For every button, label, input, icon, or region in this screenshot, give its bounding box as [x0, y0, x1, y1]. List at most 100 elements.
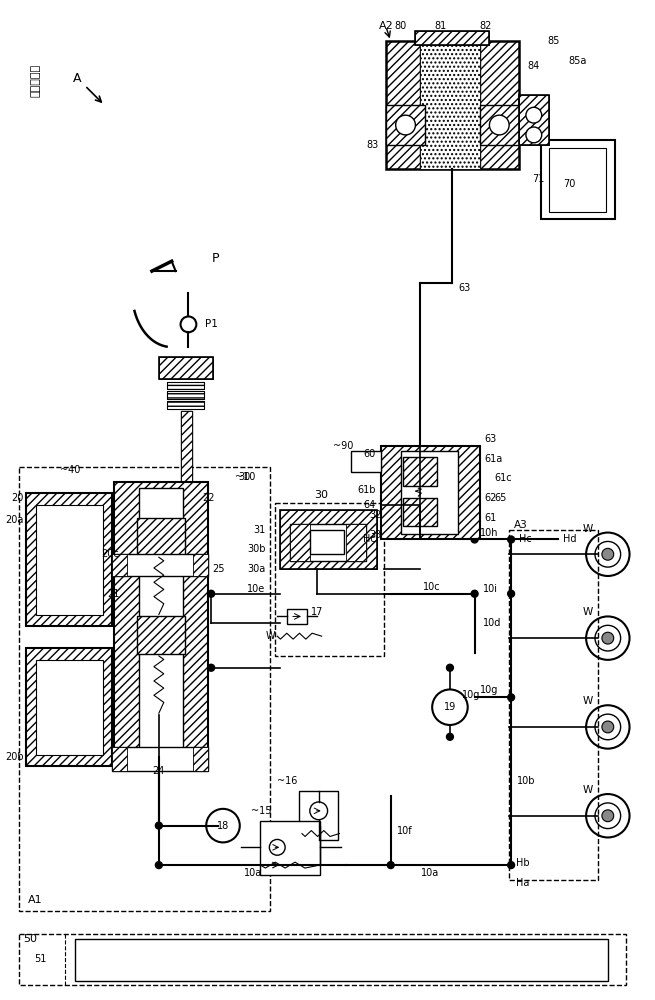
Text: 10b: 10b [517, 776, 536, 786]
Bar [287, 609, 307, 624]
Text: 32: 32 [369, 510, 382, 520]
Bar [386, 105, 425, 145]
Bar [35, 505, 103, 615]
Bar [479, 105, 519, 145]
Bar [403, 498, 437, 526]
Text: 85: 85 [548, 36, 560, 46]
Bar [139, 488, 183, 762]
Bar [113, 554, 127, 576]
Text: 18: 18 [217, 821, 229, 831]
Bar [290, 524, 366, 561]
Text: A2: A2 [379, 21, 393, 31]
Bar [167, 391, 204, 399]
Bar [290, 524, 310, 561]
Text: 31: 31 [253, 525, 265, 535]
Text: 63: 63 [458, 283, 471, 293]
Bar [75, 939, 608, 981]
Circle shape [447, 664, 453, 671]
Circle shape [602, 721, 614, 733]
Text: 63: 63 [485, 434, 496, 444]
Bar [181, 411, 193, 500]
Bar [19, 934, 626, 985]
Text: 10a: 10a [244, 868, 262, 878]
Text: W: W [583, 524, 593, 534]
Bar [26, 493, 113, 626]
Bar [401, 451, 458, 534]
Text: 19: 19 [444, 702, 456, 712]
Circle shape [447, 733, 453, 740]
Text: Hc: Hc [519, 534, 532, 544]
Bar [403, 457, 437, 486]
Text: ~90: ~90 [333, 441, 354, 451]
Bar [479, 105, 519, 145]
Text: 61c: 61c [495, 473, 512, 483]
Text: 25: 25 [212, 564, 224, 574]
Text: 10g: 10g [462, 690, 480, 700]
Bar [275, 503, 384, 656]
Bar [299, 791, 339, 840]
Circle shape [471, 536, 478, 543]
Bar [415, 31, 489, 45]
Text: 51: 51 [34, 954, 47, 964]
Bar [403, 498, 437, 526]
Text: 83: 83 [367, 140, 379, 150]
Bar [351, 451, 381, 472]
Bar [167, 382, 204, 389]
Text: 10a: 10a [421, 868, 440, 878]
Text: Hc: Hc [363, 534, 376, 544]
Circle shape [181, 316, 196, 332]
Bar [167, 391, 204, 399]
Text: ~15: ~15 [251, 806, 271, 816]
Bar [381, 446, 479, 539]
Text: W: W [583, 607, 593, 617]
Bar [519, 95, 549, 145]
Bar [159, 357, 213, 379]
Bar [549, 148, 606, 212]
Text: 33: 33 [370, 530, 382, 540]
Bar [280, 510, 377, 569]
Text: 20a: 20a [5, 515, 24, 525]
Bar [115, 482, 208, 768]
Bar [261, 821, 320, 875]
Text: 24: 24 [153, 766, 165, 776]
Text: （起动時）: （起动時） [31, 64, 41, 97]
Bar [137, 518, 185, 555]
Bar [113, 747, 127, 771]
Text: 65: 65 [495, 493, 507, 503]
Text: ~40: ~40 [60, 465, 80, 475]
Text: 17: 17 [310, 607, 323, 617]
Text: ~10: ~10 [234, 472, 255, 482]
Bar [509, 530, 598, 880]
Bar [115, 482, 208, 768]
Circle shape [155, 822, 162, 829]
Text: 10e: 10e [247, 584, 265, 594]
Text: 71: 71 [533, 174, 545, 184]
Text: 50: 50 [24, 934, 38, 944]
Circle shape [208, 664, 215, 671]
Bar [26, 648, 113, 766]
Text: 84: 84 [528, 61, 540, 71]
Text: 80: 80 [394, 21, 407, 31]
Text: 60: 60 [364, 449, 376, 459]
Text: 20c: 20c [102, 549, 119, 559]
Circle shape [471, 590, 478, 597]
Text: Ha: Ha [516, 878, 529, 888]
Text: 20b: 20b [5, 752, 24, 762]
Circle shape [508, 590, 515, 597]
Text: A1: A1 [28, 895, 42, 905]
Bar [181, 411, 193, 500]
Text: P: P [212, 252, 219, 265]
Text: 30a: 30a [247, 564, 265, 574]
Bar [193, 554, 208, 576]
Text: W: W [583, 785, 593, 795]
Text: 10h: 10h [480, 528, 498, 538]
Text: 21: 21 [107, 589, 119, 599]
Circle shape [602, 632, 614, 644]
Bar [415, 31, 489, 45]
Text: 30: 30 [238, 472, 251, 482]
Bar [113, 747, 208, 771]
Text: Hd: Hd [563, 534, 577, 544]
Bar [280, 510, 377, 569]
Bar [403, 457, 437, 486]
Text: 61a: 61a [485, 454, 503, 464]
